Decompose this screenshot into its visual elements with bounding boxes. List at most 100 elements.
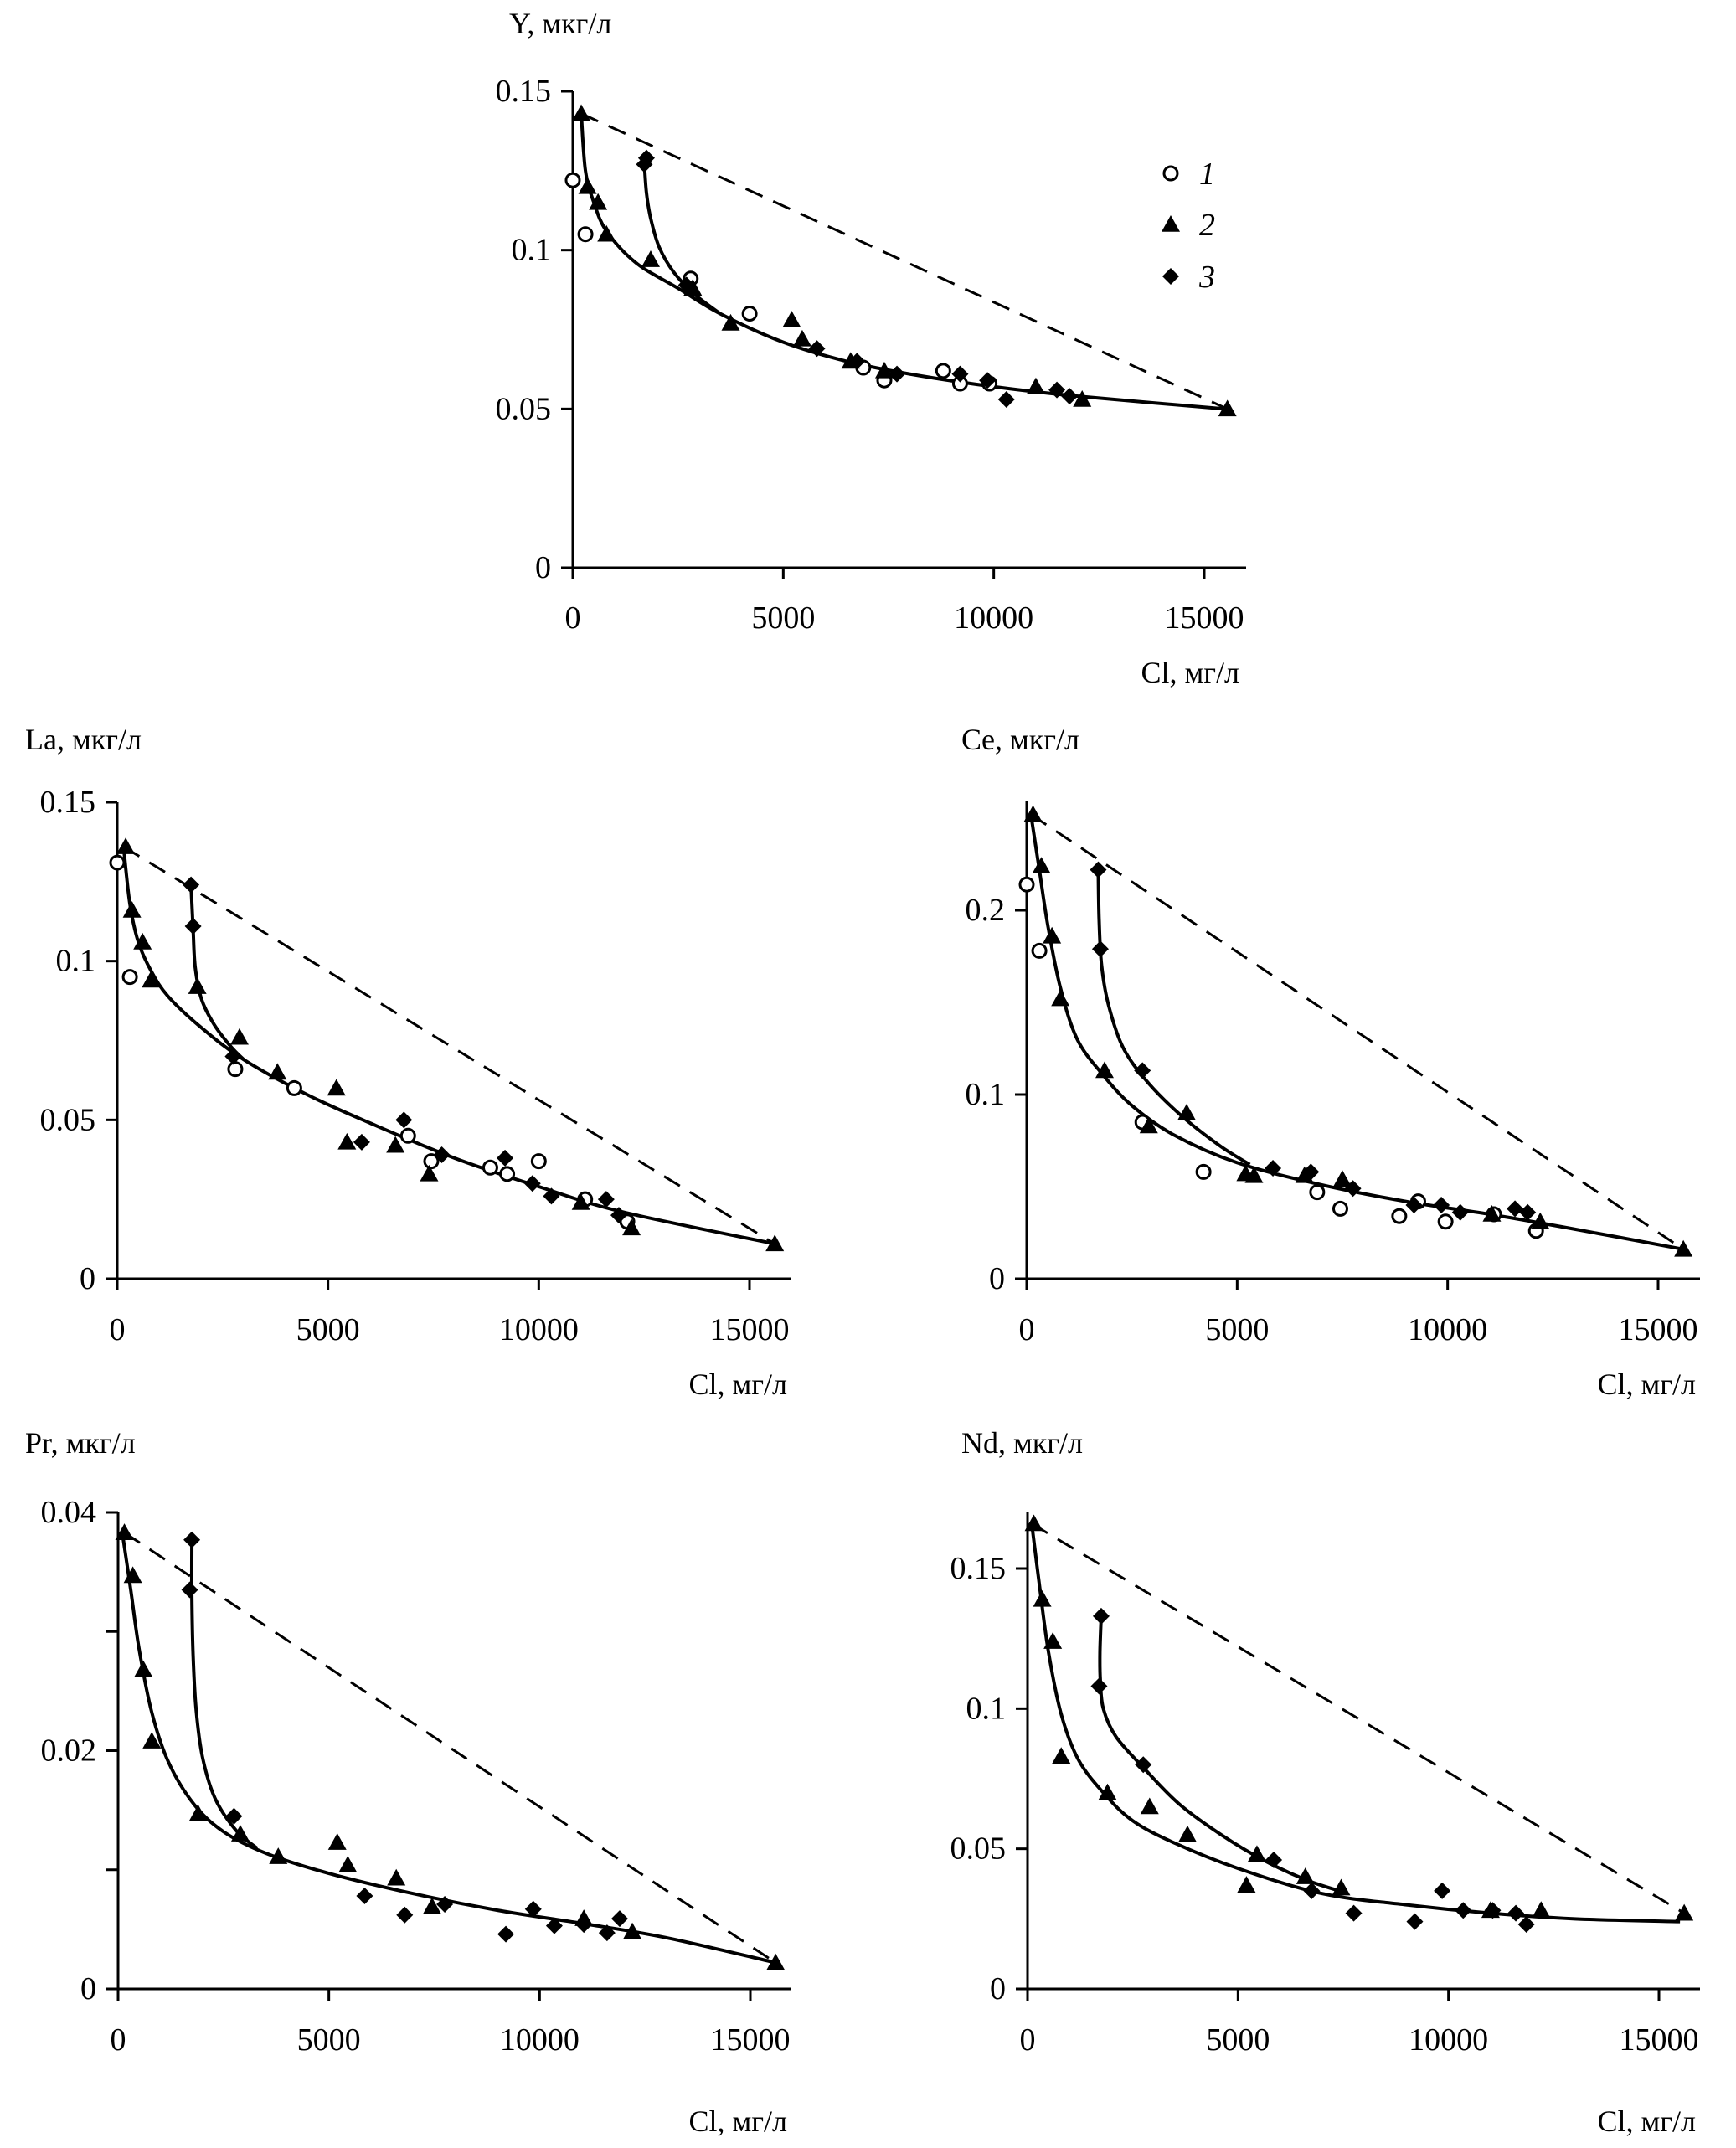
- data-point-series-3: [1091, 940, 1109, 958]
- data-point-series-2: [1052, 1747, 1071, 1764]
- data-point-series-1: [121, 969, 138, 986]
- data-point-series-2: [1073, 389, 1092, 407]
- data-point-series-3: [1048, 381, 1066, 399]
- data-point-series-3: [1090, 1677, 1108, 1695]
- y-tick-label: 0.1: [56, 944, 96, 979]
- x-tick-label: 15000: [711, 2022, 791, 2058]
- data-point-series-3: [1519, 1203, 1537, 1221]
- data-point-series-2: [133, 932, 152, 950]
- chart-y: 0 0.05 0.1 0.15 0 5000 10000 15000 Y, мкг/л Cl, м…: [496, 7, 1246, 689]
- data-point-series-2: [1675, 1903, 1694, 1921]
- y-tick-label: 0.1: [966, 1077, 1006, 1112]
- x-tick-label: 0: [110, 1312, 126, 1347]
- data-point-series-3: [1507, 1904, 1525, 1922]
- data-point-series-3: [184, 917, 202, 935]
- x-tick-label: 0: [1020, 2022, 1036, 2058]
- data-point-series-2: [134, 1660, 153, 1677]
- data-point-series-2: [1043, 926, 1062, 944]
- data-point-series-3: [1406, 1913, 1424, 1930]
- data-point-series-2: [1177, 1104, 1197, 1120]
- data-point-series-1: [286, 1079, 302, 1096]
- legend-label: 1: [1199, 157, 1215, 192]
- y-axis-title: La, мкг/л: [25, 723, 142, 756]
- data-point-series-2: [1051, 989, 1070, 1007]
- y-tick-label: 0.02: [41, 1733, 97, 1769]
- data-point-series-2: [1023, 805, 1043, 822]
- x-tick-label: 0: [565, 600, 581, 636]
- data-point-series-3: [1135, 1756, 1152, 1774]
- data-point-series-2: [115, 1523, 134, 1540]
- data-point-series-3: [979, 372, 997, 389]
- data-point-series-2: [1295, 1166, 1314, 1183]
- data-point-series-1: [227, 1061, 244, 1078]
- data-point-series-1: [1031, 942, 1048, 959]
- data-point-series-2: [188, 1804, 208, 1821]
- data-point-series-1: [499, 1166, 516, 1182]
- y-axis-title: Ce, мкг/л: [961, 723, 1079, 756]
- data-point-series-3: [497, 1149, 514, 1167]
- chart-nd: 0 0.05 0.1 0.15 0 5000 10000 15000 Nd, мкг/л Cl, …: [950, 1426, 1700, 2138]
- data-point-series-2: [578, 177, 597, 194]
- x-axis-title: Cl, мг/л: [688, 2104, 787, 2138]
- y-tick-label: 0: [989, 1261, 1005, 1296]
- data-point-series-2: [1531, 1212, 1550, 1229]
- data-point-series-3: [523, 1175, 541, 1192]
- data-point-series-3: [598, 1924, 616, 1942]
- data-point-series-3: [1061, 388, 1079, 405]
- y-axis-title: Y, мкг/л: [509, 7, 611, 40]
- x-axis-title: Cl, мг/л: [688, 1368, 787, 1401]
- fit-2-curve: [1030, 1523, 1681, 1924]
- data-point-series-2: [268, 1063, 287, 1080]
- y-tick-label: 0.1: [512, 233, 552, 268]
- data-point-series-3: [543, 1187, 560, 1205]
- data-point-series-2: [122, 900, 142, 918]
- data-point-series-1: [1391, 1208, 1408, 1224]
- x-tick-label: 10000: [500, 2022, 580, 2058]
- data-point-series-2: [230, 1825, 250, 1842]
- data-point-series-3: [610, 1910, 628, 1928]
- data-point-series-3: [997, 390, 1015, 408]
- x-tick-label: 5000: [751, 600, 815, 636]
- data-point-series-1: [1332, 1200, 1348, 1217]
- data-point-series-2: [422, 1897, 441, 1914]
- data-point-series-2: [337, 1132, 357, 1150]
- data-point-series-2: [142, 971, 161, 988]
- data-point-series-2: [1024, 1514, 1043, 1532]
- data-point-series-3: [1303, 1882, 1321, 1899]
- x-tick-label: 10000: [1408, 1312, 1487, 1347]
- data-point-series-2: [571, 1192, 590, 1210]
- x-tick-label: 5000: [296, 1312, 360, 1347]
- data-point-series-1: [1018, 876, 1035, 893]
- data-point-series-3: [356, 1888, 373, 1905]
- data-point-series-2: [1043, 1632, 1063, 1649]
- mixing-line: [580, 112, 1229, 410]
- data-point-series-3: [396, 1906, 414, 1924]
- y-tick-label: 0: [80, 1971, 96, 2006]
- data-point-series-2: [622, 1218, 641, 1236]
- x-tick-label: 5000: [297, 2022, 361, 2058]
- data-point-series-3: [1265, 1852, 1283, 1869]
- data-point-series-3: [1455, 1902, 1472, 1919]
- data-point-series-2: [1237, 1876, 1256, 1893]
- x-tick-label: 15000: [1165, 600, 1244, 636]
- chart-ce: 0 0.1 0.2 0 5000 10000 15000 Ce, мкг/л Cl, мг/л: [961, 723, 1700, 1401]
- data-point-series-3: [610, 1207, 627, 1224]
- data-point-series-3: [225, 1807, 243, 1825]
- data-point-series-1: [109, 854, 126, 871]
- data-point-series-3: [395, 1111, 413, 1129]
- data-point-series-3: [1434, 1882, 1451, 1899]
- data-point-series-3: [183, 1531, 201, 1548]
- data-point-series-3: [1344, 1180, 1362, 1198]
- data-point-series-2: [142, 1732, 162, 1749]
- legend: 1 2 3: [1162, 157, 1215, 295]
- data-point-series-3: [637, 149, 655, 167]
- data-point-series-3: [677, 276, 695, 294]
- data-point-series-3: [597, 1191, 615, 1208]
- data-point-series-3: [545, 1917, 563, 1934]
- x-tick-label: 15000: [710, 1312, 790, 1347]
- data-point-series-2: [327, 1833, 347, 1850]
- data-point-series-3: [1090, 861, 1107, 878]
- chart-pr: 0 0.02 0.04 0 5000 10000 15000 Pr, мкг/л Cl, мг/…: [25, 1426, 791, 2138]
- x-axis-title: Cl, мг/л: [1141, 656, 1239, 689]
- data-point-series-2: [792, 329, 811, 347]
